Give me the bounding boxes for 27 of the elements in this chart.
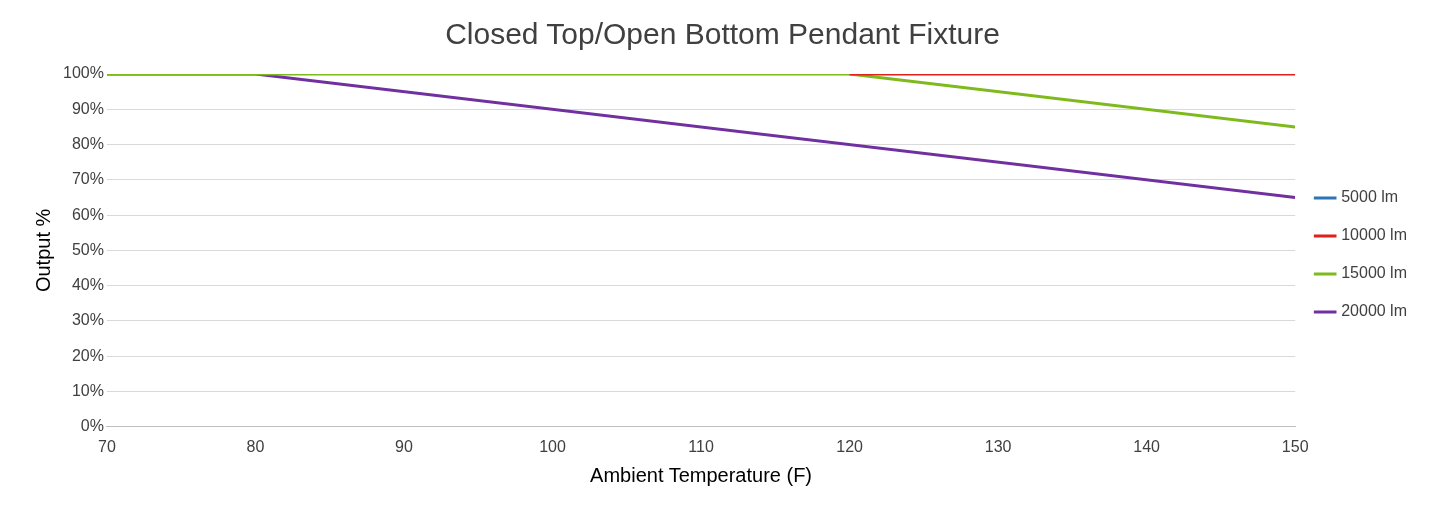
legend-label: 20000 lm bbox=[1341, 302, 1408, 320]
y-tick-label: 30% bbox=[71, 311, 104, 329]
x-tick-label: 70 bbox=[98, 437, 116, 455]
y-tick-label: 10% bbox=[71, 381, 104, 399]
y-tick-label: 0% bbox=[80, 417, 104, 435]
x-tick-label: 80 bbox=[246, 437, 265, 455]
y-tick-label: 90% bbox=[71, 99, 104, 117]
y-tick-label: 70% bbox=[71, 170, 104, 188]
x-tick-label: 140 bbox=[1133, 437, 1161, 455]
y-tick-label: 20% bbox=[71, 346, 104, 364]
legend-label: 10000 lm bbox=[1341, 226, 1408, 244]
y-tick-label: 100% bbox=[63, 64, 104, 82]
legend-label: 15000 lm bbox=[1341, 264, 1408, 282]
x-tick-label: 110 bbox=[688, 437, 714, 455]
y-tick-label: 60% bbox=[71, 205, 104, 223]
x-axis-title: Ambient Temperature (F) bbox=[590, 463, 813, 486]
legend-label: 5000 lm bbox=[1341, 188, 1399, 206]
y-axis-title: Output % bbox=[31, 208, 54, 293]
y-tick-label: 40% bbox=[71, 276, 104, 294]
x-tick-label: 150 bbox=[1281, 437, 1309, 455]
x-tick-label: 120 bbox=[836, 437, 864, 455]
y-tick-label: 50% bbox=[71, 240, 104, 258]
x-tick-label: 100 bbox=[539, 437, 566, 455]
y-tick-label: 80% bbox=[71, 134, 104, 152]
x-tick-label: 130 bbox=[984, 437, 1012, 455]
chart-title: Closed Top/Open Bottom Pendant Fixture bbox=[445, 17, 1000, 51]
x-tick-label: 90 bbox=[395, 437, 413, 455]
